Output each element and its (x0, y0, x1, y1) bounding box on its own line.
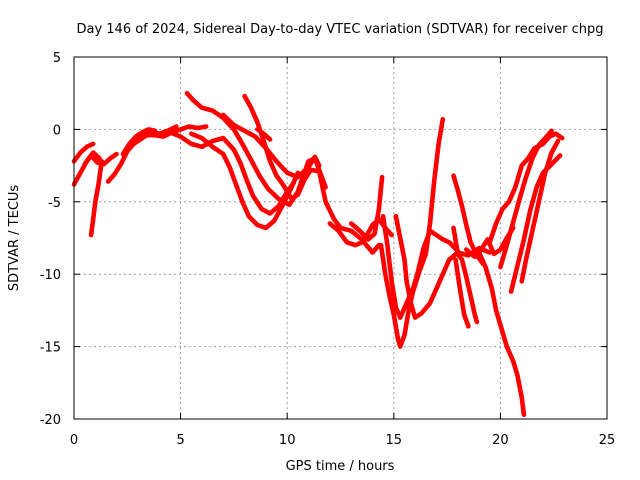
series-track-3 (88, 159, 104, 238)
y-tick-label: -15 (40, 341, 61, 356)
x-tick-label: 15 (386, 433, 403, 448)
series-track-8 (157, 130, 296, 216)
x-tick-label: 5 (176, 433, 184, 448)
y-tick-label: -10 (40, 268, 61, 283)
chart-title: Day 146 of 2024, Sidereal Day-to-day VTE… (76, 22, 603, 37)
x-axis-label: GPS time / hours (286, 459, 395, 474)
grid-lines (74, 57, 607, 419)
series-track-4 (82, 151, 119, 167)
series-layer (71, 90, 565, 417)
y-tick-label: -20 (40, 413, 61, 428)
y-tick-label: 0 (53, 123, 61, 138)
series-track-16 (378, 117, 446, 349)
series-track-10 (184, 90, 328, 207)
series-track-11 (220, 112, 322, 180)
y-axis-label: SDTVAR / TECUs (7, 185, 22, 292)
series-track-20 (451, 225, 480, 325)
x-tick-label: 20 (492, 433, 509, 448)
series-track-13 (255, 127, 273, 142)
axis-ticks: 0 5 10 15 20 25 5 0 -5 -10 -15 -20 (40, 51, 616, 448)
series-track-23 (464, 225, 516, 260)
x-tick-label: 0 (70, 433, 78, 448)
series-track-19 (408, 228, 461, 299)
series-track-28 (519, 138, 561, 284)
series-track-26 (498, 128, 554, 270)
x-tick-label: 25 (599, 433, 616, 448)
series-track-15 (348, 174, 385, 242)
plot-frame (73, 56, 608, 420)
series-track-1 (71, 141, 96, 164)
series-track-21 (453, 257, 471, 329)
x-tick-label: 10 (279, 433, 296, 448)
series-track-12 (242, 93, 382, 255)
series-track-9 (189, 131, 301, 231)
series-track-24 (476, 250, 527, 417)
series-track-25 (487, 131, 565, 245)
series-track-27 (508, 153, 563, 294)
series-track-18 (393, 214, 492, 320)
y-tick-label: 5 (53, 51, 61, 66)
y-tick-label: -5 (48, 196, 61, 211)
series-track-17 (380, 214, 416, 320)
